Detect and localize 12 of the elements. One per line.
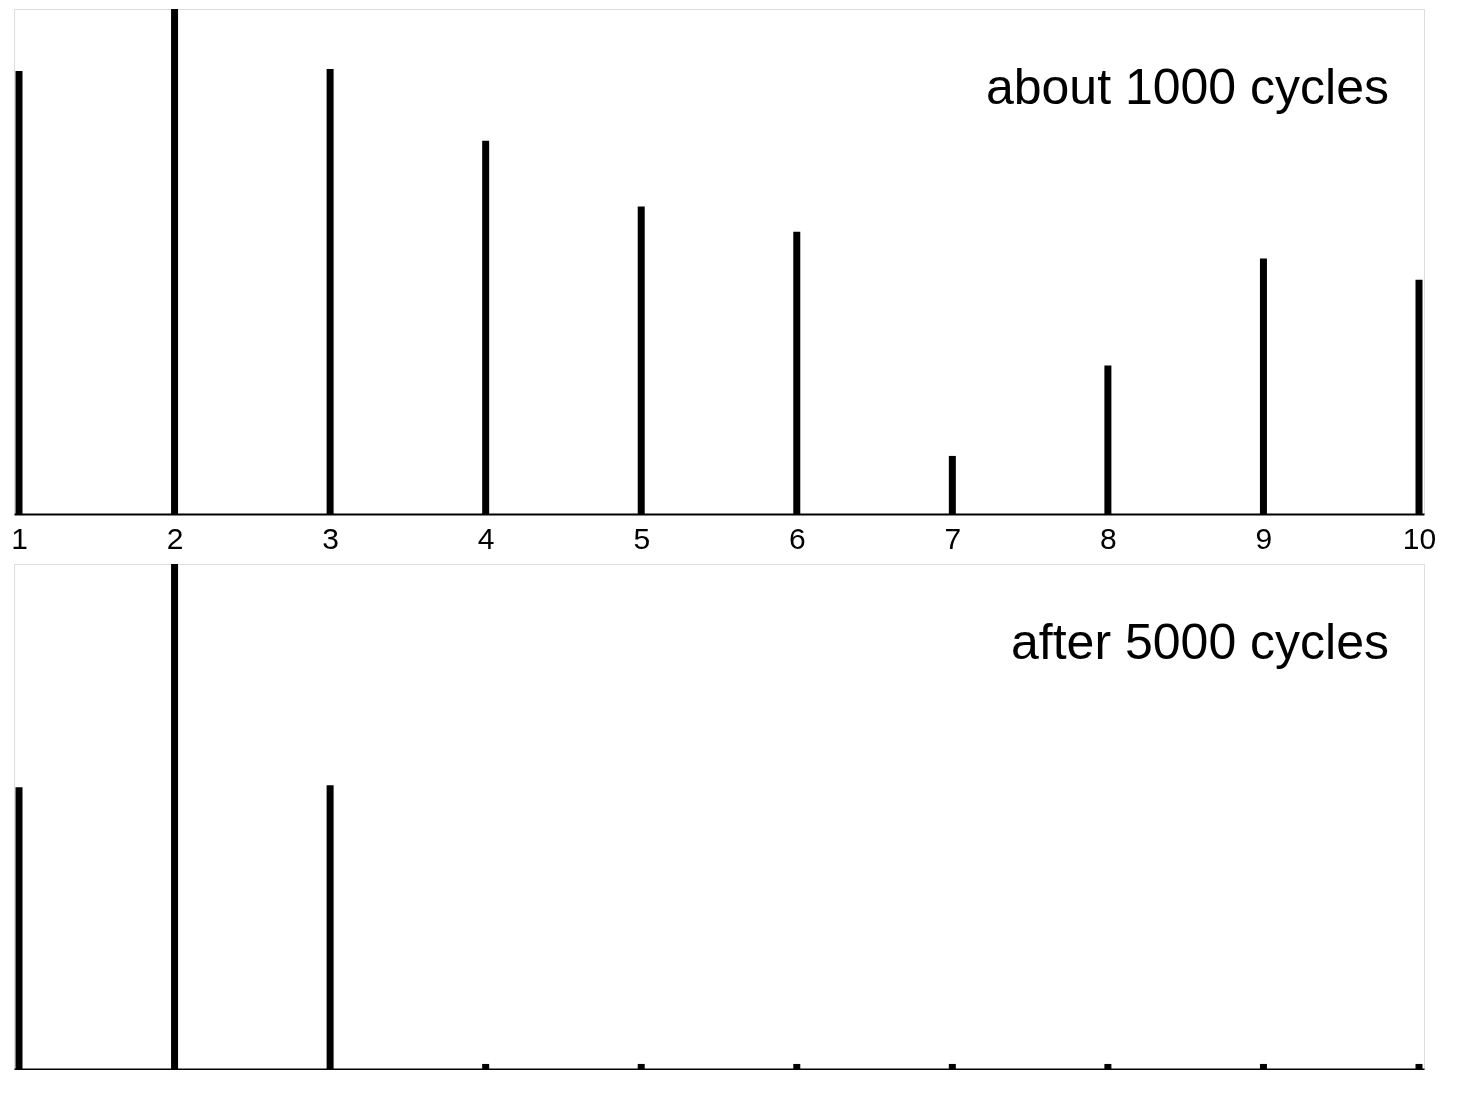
x-tick-label: 10 <box>1402 521 1437 555</box>
x-tick-label: 8 <box>1100 521 1117 555</box>
annotation: after 5000 cycles <box>1011 614 1389 670</box>
x-tick-label: 1 <box>11 521 28 555</box>
x-tick-label: 5 <box>633 521 651 555</box>
x-tick-label: 4 <box>477 521 495 555</box>
x-tick-label: 9 <box>1255 521 1273 555</box>
annotation: about 1000 cycles <box>985 59 1389 115</box>
x-tick-label: 6 <box>788 521 806 555</box>
x-tick-label: 3 <box>322 521 339 555</box>
x-tick-label: 2 <box>166 521 184 555</box>
x-tick-label: 7 <box>944 521 962 555</box>
